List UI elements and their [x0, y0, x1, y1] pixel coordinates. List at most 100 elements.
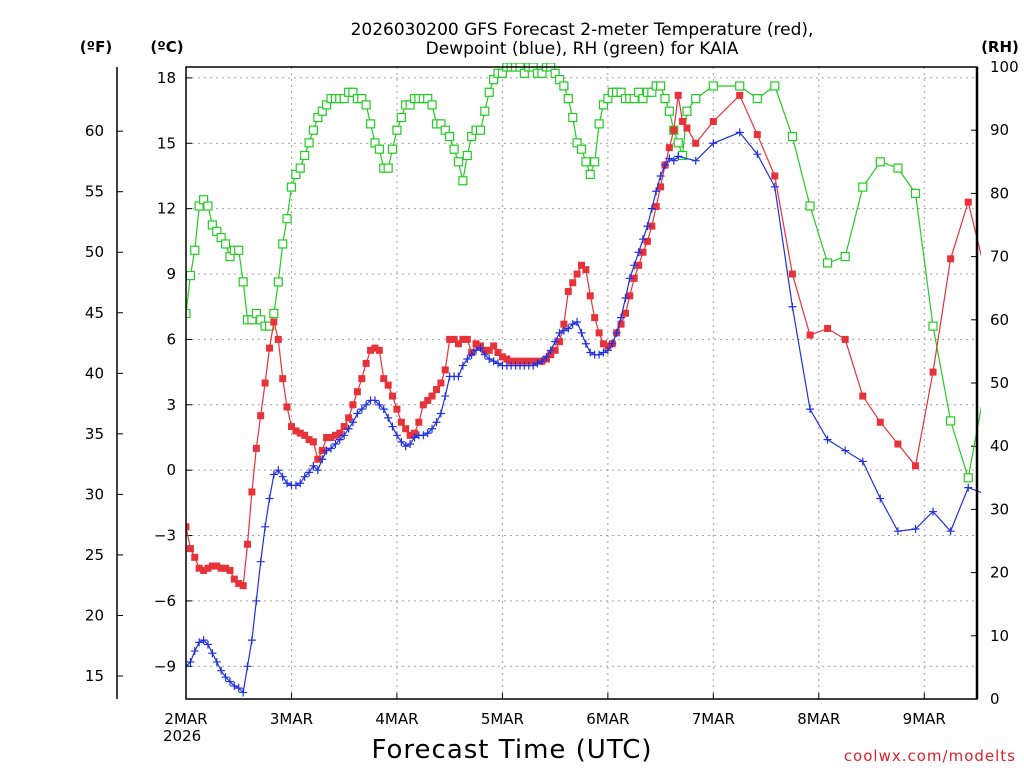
temperature-point	[670, 126, 678, 134]
rh-point	[396, 112, 406, 123]
temperature-point	[503, 355, 511, 363]
temperature-point	[230, 575, 238, 583]
temperature-point	[472, 340, 480, 348]
dewpoint-point	[203, 640, 212, 649]
temperature-point	[692, 139, 700, 147]
temperature-point	[266, 344, 274, 352]
dewpoint-point	[625, 274, 634, 283]
dewpoint-point	[617, 313, 626, 322]
dewpoint-point	[379, 405, 388, 414]
dewpoint-point	[217, 666, 226, 675]
celsius-unit-label: (ºC)	[150, 38, 183, 56]
temperature-point	[569, 279, 577, 287]
dewpoint-point	[230, 681, 239, 690]
temperature-point	[450, 335, 458, 343]
dewpoint-point	[370, 396, 379, 405]
fahrenheit-tick-label: 35	[85, 425, 104, 443]
rh-point	[445, 131, 455, 142]
dewpoint-point	[463, 355, 472, 364]
temperature-point	[679, 117, 687, 125]
temperature-point	[314, 455, 322, 463]
dewpoint-point	[964, 483, 973, 492]
rh-point	[590, 157, 600, 167]
dewpoint-point	[581, 339, 590, 348]
dewpoint-point	[467, 350, 476, 359]
temperature-point	[643, 237, 651, 245]
dewpoint-point	[401, 442, 410, 451]
fahrenheit-tick-label: 40	[85, 364, 104, 382]
dewpoint-point	[274, 466, 283, 475]
dewpoint-point	[261, 522, 270, 531]
dewpoint-point	[485, 355, 494, 364]
rh-point	[361, 100, 371, 110]
rh-point	[805, 201, 815, 211]
temperature-point	[305, 436, 313, 444]
rh-point	[220, 239, 231, 249]
dewpoint-point	[643, 222, 652, 231]
dewpoint-point	[252, 596, 261, 605]
dewpoint-point	[472, 346, 481, 355]
dewpoint-point	[841, 446, 850, 455]
dewpoint-point	[199, 636, 208, 645]
celsius-tick-label: 12	[157, 200, 176, 218]
temperature-point	[200, 566, 208, 574]
temperature-point	[327, 433, 335, 441]
temperature-point	[639, 248, 647, 256]
dewpoint-point	[946, 527, 955, 536]
rh-point	[655, 81, 666, 91]
temperature-point	[318, 447, 326, 455]
temperature-point	[415, 418, 423, 426]
dewpoint-point	[318, 455, 327, 464]
rh-point	[664, 106, 674, 116]
rh-point	[186, 270, 196, 281]
dewpoint-point	[735, 128, 744, 137]
dewpoint-point	[234, 684, 243, 693]
rh-point	[475, 125, 486, 135]
dewpoint-point	[493, 359, 502, 368]
rh-point	[682, 106, 692, 116]
celsius-tick-label: −3	[154, 527, 176, 545]
rh-tick-label: 0	[990, 690, 1000, 708]
dewpoint-point	[436, 409, 445, 418]
temperature-point	[384, 381, 392, 389]
dewpoint-point	[423, 429, 432, 438]
temperature-point	[406, 431, 414, 439]
rh-tick-label: 60	[990, 311, 1009, 329]
rh-point	[893, 163, 903, 173]
temperature-point	[525, 357, 533, 365]
dewpoint-point	[305, 468, 314, 477]
celsius-axis: 18 15 12 9 6 3 0 −3 −6 −9	[154, 69, 192, 675]
dewpoint-point	[608, 339, 617, 348]
dewpoint-point	[564, 324, 573, 333]
rh-point	[581, 157, 591, 167]
temperature-point	[657, 183, 665, 191]
dewpoint-point	[656, 171, 665, 180]
rh-point	[308, 125, 319, 135]
rh-point	[822, 258, 833, 268]
temperature-point	[283, 403, 291, 411]
dewpoint-point	[586, 348, 595, 357]
dewpoint-point	[247, 636, 256, 645]
dewpoint-point	[212, 657, 221, 666]
temperature-point	[279, 375, 287, 383]
temperature-point	[195, 564, 203, 572]
dewpoint-point	[186, 657, 195, 666]
temperature-point	[217, 564, 225, 572]
rh-point	[286, 182, 297, 192]
rh-point	[458, 176, 468, 186]
dewpoint-point	[256, 557, 265, 566]
temperature-point	[683, 124, 691, 132]
rh-point	[858, 182, 868, 192]
temperature-point	[441, 366, 449, 374]
dewpoint-point	[186, 662, 190, 671]
rh-tick-label: 70	[990, 248, 1009, 266]
dewpoint-point	[858, 457, 867, 466]
dewpoint-point	[546, 346, 555, 355]
temperature-point	[621, 309, 629, 317]
temperature-point	[186, 523, 190, 531]
temperature-point	[635, 261, 643, 269]
temperature-point	[529, 357, 537, 365]
temperature-point	[362, 359, 370, 367]
